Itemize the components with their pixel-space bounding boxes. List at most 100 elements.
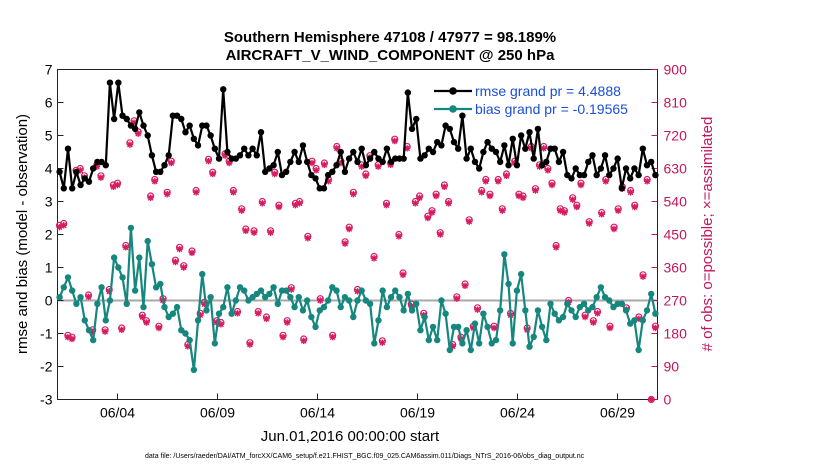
y-tick-label: -2	[40, 359, 53, 375]
obs-assimilated-point	[172, 258, 179, 266]
rmse-point	[354, 158, 361, 166]
obs-assimilated-point	[130, 119, 138, 126]
bias-point	[643, 307, 651, 314]
bias-point	[459, 340, 466, 347]
obs-assimilated-point	[283, 319, 291, 326]
rmse-point	[165, 152, 172, 159]
obs-assimilated-point	[271, 170, 278, 178]
bias-point	[375, 317, 382, 324]
rmse-point	[606, 171, 613, 179]
obs-assimilated-point	[594, 310, 601, 317]
obs-assimilated-point	[180, 264, 187, 271]
rmse-point	[274, 148, 281, 156]
bias-point	[618, 300, 626, 307]
obs-assimilated-point	[89, 328, 96, 335]
rmse-point	[186, 122, 193, 129]
bias-point	[295, 294, 302, 301]
rmse-point	[517, 132, 525, 139]
bias-point	[366, 300, 374, 307]
obs-assimilated-point	[403, 145, 411, 152]
bias-point	[123, 300, 130, 307]
bias-point	[140, 303, 147, 311]
bias-point	[282, 287, 290, 294]
bias-point	[270, 284, 277, 291]
obs-assimilated-point	[64, 333, 72, 341]
obs-assimilated-point	[168, 159, 175, 167]
obs-assimilated-point	[370, 255, 378, 262]
bias-point	[526, 343, 533, 350]
y-tick-label: 0	[45, 293, 53, 309]
bias-point	[291, 303, 298, 311]
obs-assimilated-point	[97, 174, 105, 181]
rmse-point	[446, 125, 454, 133]
bias-point	[538, 323, 546, 331]
rmse-point	[140, 122, 147, 129]
bias-point	[622, 307, 630, 314]
obs-assimilated-point	[598, 211, 605, 218]
legend: rmse grand pr = 4.4888 bias grand pr = -…	[434, 83, 628, 117]
obs-assimilated-point	[217, 321, 225, 328]
obs-assimilated-point	[143, 319, 150, 326]
obs-assimilated-point	[540, 145, 547, 152]
rmse-point	[287, 158, 294, 166]
obs-assimilated-point	[201, 300, 208, 308]
bias-point	[157, 280, 164, 288]
bias-point	[513, 287, 521, 294]
bias-point	[358, 287, 365, 294]
data-file-note: data file: /Users/raeder/DAI/ATM_forcXX/…	[145, 453, 585, 460]
bias-point	[492, 336, 500, 344]
bias-point	[203, 307, 210, 314]
obs-assimilated-point	[114, 181, 121, 189]
obs-assimilated-point	[561, 209, 568, 216]
obs-assimilated-point	[296, 200, 303, 207]
rmse-point	[593, 171, 600, 179]
obs-assimilated-point	[486, 192, 494, 200]
obs-assimilated-point	[428, 209, 436, 216]
bias-point	[182, 330, 189, 337]
bias-point	[241, 287, 248, 294]
bias-point	[350, 313, 357, 321]
obs-assimilated-point	[176, 245, 183, 253]
bias-point	[102, 317, 109, 324]
obs-assimilated-point	[635, 315, 643, 323]
rmse-point	[622, 165, 630, 172]
x-tick-label: 06/09	[200, 405, 235, 421]
rmse-point	[190, 135, 198, 142]
obs-assimilated-point	[581, 313, 589, 321]
chart-subtitle: AIRCRAFT_V_WIND_COMPONENT @ 250 hPa	[226, 47, 556, 64]
rmse-point	[215, 155, 223, 162]
rmse-point	[253, 152, 261, 159]
rmse-point	[245, 152, 252, 159]
rmse-point	[648, 158, 655, 166]
obs-assimilated-point	[234, 310, 241, 317]
bias-point	[190, 366, 198, 373]
obs-assimilated-point	[259, 200, 266, 207]
rmse-point	[148, 152, 156, 159]
rmse-point	[429, 148, 437, 156]
rmse-point	[362, 162, 370, 169]
rmse-point	[89, 165, 97, 172]
chart-title: Southern Hemisphere 47108 / 47977 = 98.1…	[224, 29, 556, 46]
bias-point	[266, 290, 273, 298]
bias-point	[232, 297, 240, 304]
obs-assimilated-point	[60, 222, 67, 229]
rmse-point	[639, 145, 647, 152]
obs-assimilated-point	[569, 196, 576, 203]
y-right-tick-label: 450	[664, 227, 688, 243]
bias-point	[333, 287, 340, 294]
bias-point	[345, 297, 353, 304]
bias-point	[220, 303, 227, 311]
rmse-point	[522, 145, 529, 152]
obs-assimilated-point	[238, 207, 245, 214]
rmse-point	[438, 142, 445, 149]
obs-assimilated-point	[416, 194, 423, 202]
bias-point	[303, 297, 311, 304]
bias-point	[404, 290, 412, 298]
bias-point	[597, 284, 605, 291]
rmse-point	[333, 162, 340, 169]
y-tick-label: 4	[45, 161, 53, 177]
bias-point	[199, 270, 206, 278]
obs-assimilated-point	[226, 159, 233, 167]
bias-point	[94, 300, 101, 307]
obs-assimilated-point	[205, 157, 212, 165]
